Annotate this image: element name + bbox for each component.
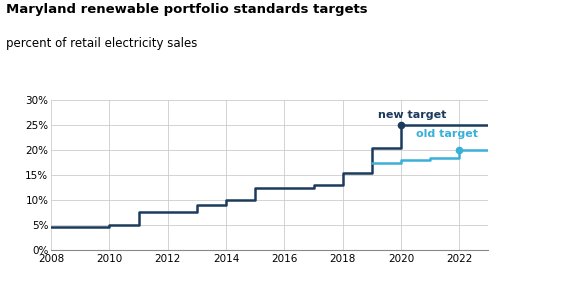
Text: percent of retail electricity sales: percent of retail electricity sales xyxy=(6,37,197,50)
Text: new target: new target xyxy=(378,110,446,120)
Text: Maryland renewable portfolio standards targets: Maryland renewable portfolio standards t… xyxy=(6,3,367,16)
Text: old target: old target xyxy=(416,129,478,139)
